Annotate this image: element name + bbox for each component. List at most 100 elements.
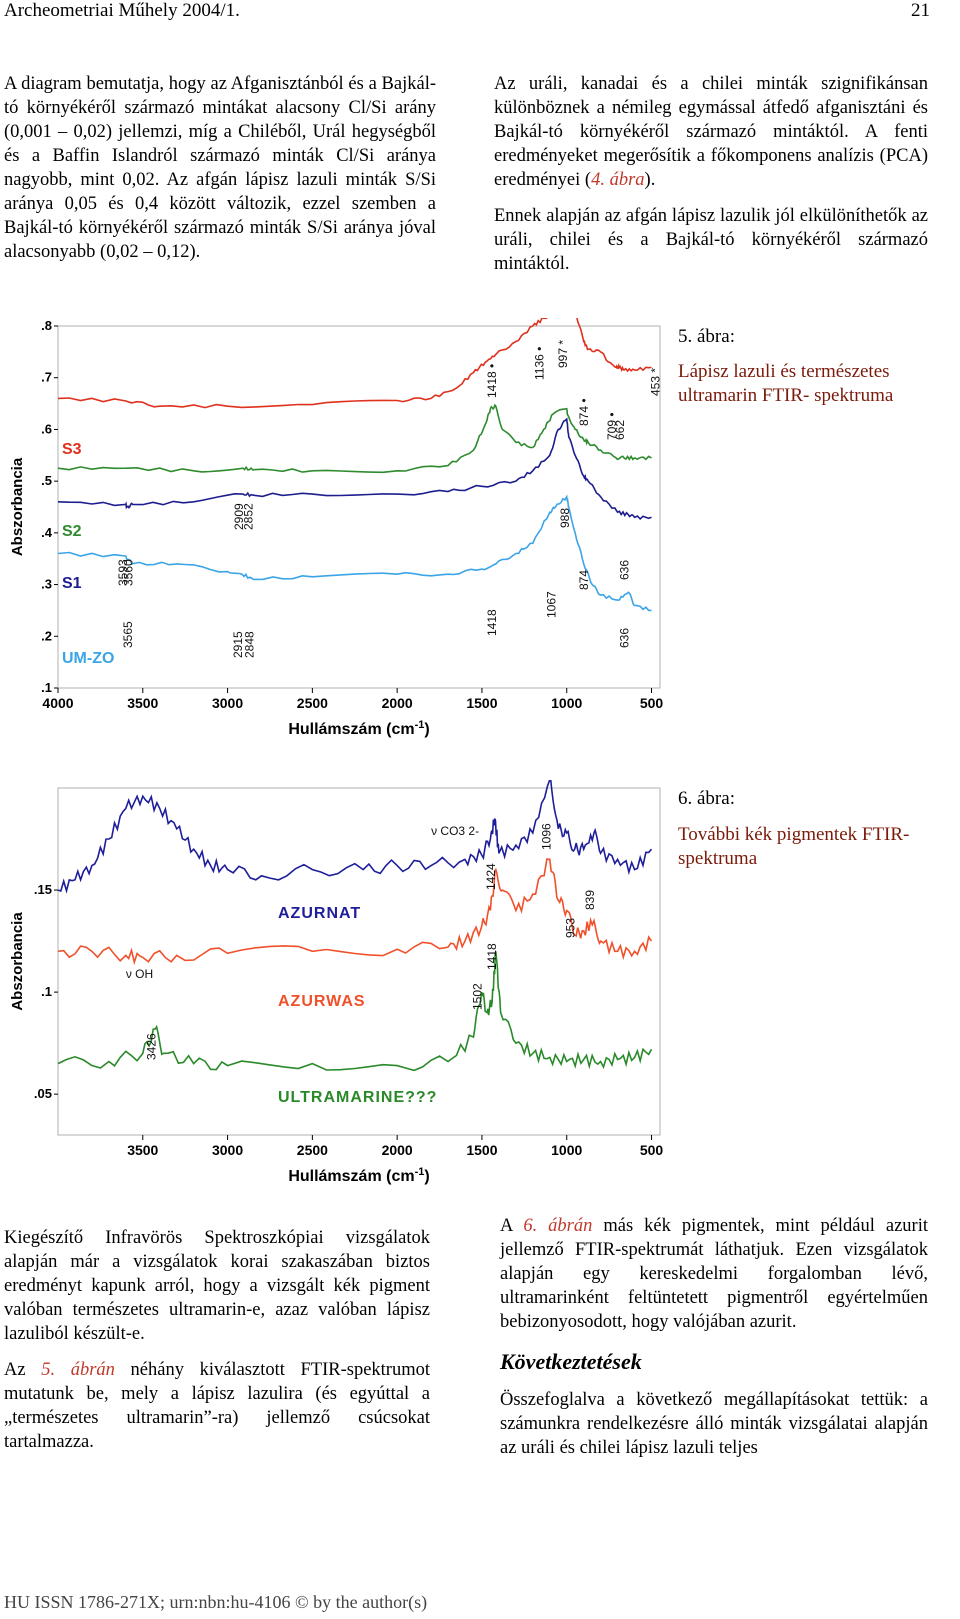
peak-label: ν OH bbox=[126, 967, 153, 981]
y-tick-label: .6 bbox=[41, 421, 52, 436]
bottom-right-text: A 6. ábrán más kék pigmentek, mint példá… bbox=[500, 1214, 928, 1472]
series-label: S2 bbox=[62, 523, 82, 540]
footer-issn: HU ISSN 1786-271X; urn:nbn:hu-4106 © by … bbox=[4, 1592, 428, 1612]
paragraph: Ennek alapján az afgán lápisz lazulik jó… bbox=[494, 206, 928, 274]
y-tick-label: .5 bbox=[41, 473, 52, 488]
series-label: AZURNAT bbox=[278, 905, 361, 922]
peak-label: 3426 bbox=[144, 1033, 158, 1060]
x-axis-label: Hullámszám (cm-1) bbox=[288, 1166, 429, 1185]
text-span: más kék pigmentek, mint például azurit j… bbox=[500, 1216, 928, 1332]
figure-reference[interactable]: 6. ábrán bbox=[523, 1216, 593, 1236]
x-tick-label: 3000 bbox=[212, 1142, 243, 1158]
x-tick-label: 500 bbox=[640, 1142, 664, 1158]
peak-label: 1418 bbox=[485, 609, 499, 636]
x-tick-label: 1500 bbox=[466, 1142, 497, 1158]
figure-reference[interactable]: 4. ábra bbox=[591, 170, 645, 190]
y-tick-label: .1 bbox=[41, 984, 52, 999]
bottom-left-text: Kiegészítő Infravörös Spektroszkópiai vi… bbox=[4, 1226, 430, 1466]
x-tick-label: 4000 bbox=[42, 695, 73, 711]
figure-5-chart: 4000 3500 3000 2500 2000 1500 1000 500 .1 .2 .3 .4.… bbox=[9, 318, 664, 738]
y-tick-label: .4 bbox=[41, 525, 53, 540]
paragraph: Az uráli, kanadai és a chilei minták szi… bbox=[494, 72, 928, 192]
series-line-s1 bbox=[57, 417, 652, 521]
peak-label: 953 bbox=[564, 918, 578, 938]
paragraph: A 6. ábrán más kék pigmentek, mint példá… bbox=[500, 1214, 928, 1334]
series-line-azurnat bbox=[57, 780, 653, 894]
series-label: AZURWAS bbox=[278, 993, 366, 1010]
section-heading: Következtetések bbox=[500, 1349, 642, 1374]
peak-label: 839 bbox=[583, 890, 597, 910]
peak-label: 1502 bbox=[471, 983, 485, 1010]
y-tick-label: .7 bbox=[41, 370, 52, 385]
paragraph: Összefoglalva a következő megállapítások… bbox=[500, 1390, 928, 1458]
y-axis-label: Abszorbancia bbox=[9, 912, 26, 1011]
text-span: ). bbox=[644, 170, 656, 190]
x-axis-label-exponent: -1 bbox=[415, 719, 425, 731]
y-tick-label: .8 bbox=[41, 318, 52, 333]
series-line-azurwas bbox=[57, 858, 653, 966]
figure-reference[interactable]: 5. ábrán bbox=[41, 1360, 115, 1380]
page-number: 21 bbox=[911, 0, 930, 21]
top-left-text: A diagram bemutatja, hogy az Afganisztán… bbox=[4, 72, 436, 276]
paragraph: Kiegészítő Infravörös Spektroszkópiai vi… bbox=[4, 1228, 430, 1344]
x-tick-label: 2500 bbox=[297, 1142, 328, 1158]
journal-header: Archeometriai Műhely 2004/1. bbox=[4, 0, 240, 21]
series-line-ultramarine- bbox=[57, 951, 653, 1072]
series-line-um-zo bbox=[57, 494, 652, 612]
peak-label: 874 bbox=[577, 570, 591, 590]
x-tick-label: 500 bbox=[640, 695, 664, 711]
peak-label: 3565 bbox=[121, 621, 135, 648]
x-tick-label: 3000 bbox=[212, 695, 243, 711]
peak-label: 874 • bbox=[577, 398, 591, 426]
figure-6-chart: 3500 3000 2500 2000 1500 1000 500 .05 .1 .15 Hullá… bbox=[9, 780, 664, 1185]
peak-label: 1136 • bbox=[533, 347, 547, 380]
peak-label: 1418 bbox=[485, 943, 499, 970]
x-axis-label: Hullámszám (cm-1) bbox=[288, 719, 429, 738]
paragraph: A diagram bemutatja, hogy az Afganisztán… bbox=[4, 74, 436, 262]
peak-label: 3560 bbox=[122, 559, 136, 586]
series-line-s3 bbox=[57, 318, 652, 409]
text-span: A bbox=[500, 1216, 524, 1236]
y-tick-label: .1 bbox=[41, 680, 52, 695]
peak-label: 636 bbox=[617, 628, 631, 648]
x-axis-label-close: ) bbox=[424, 1168, 429, 1185]
x-tick-label: 2000 bbox=[382, 695, 413, 711]
peak-label: 662 bbox=[613, 420, 627, 440]
text-span: Az uráli, kanadai és a chilei minták szi… bbox=[494, 74, 928, 190]
paragraph: Az 5. ábrán néhány kiválasztott FTIR-spe… bbox=[4, 1358, 430, 1454]
y-tick-label: .3 bbox=[41, 577, 52, 592]
text-span: Az bbox=[4, 1360, 42, 1380]
y-tick-label: .05 bbox=[34, 1086, 52, 1101]
x-axis-label-close: ) bbox=[424, 721, 429, 738]
peak-label: 1424 bbox=[484, 863, 498, 890]
peak-label: 1418 • bbox=[485, 364, 499, 398]
y-tick-label: .2 bbox=[41, 628, 52, 643]
top-right-text: Az uráli, kanadai és a chilei minták szi… bbox=[494, 72, 928, 288]
peak-label: 3593 bbox=[116, 559, 130, 586]
peak-label: ν CO3 2- bbox=[431, 824, 479, 838]
series-label: ULTRAMARINE??? bbox=[278, 1089, 437, 1106]
figure-6-number: 6. ábra: bbox=[678, 788, 735, 809]
text-span: néhány kiválasztott FTIR-spektrumot muta… bbox=[4, 1360, 430, 1452]
peak-label: 2909 bbox=[232, 503, 246, 530]
peak-label: 1096 bbox=[539, 823, 553, 850]
peak-label: 636 bbox=[617, 560, 631, 580]
series-line-s2 bbox=[57, 403, 652, 474]
series-label: UM-ZO bbox=[62, 650, 114, 667]
peak-label: 997 * bbox=[556, 340, 570, 368]
series-label: S1 bbox=[62, 575, 82, 592]
x-axis-label-exponent: -1 bbox=[415, 1166, 425, 1178]
x-tick-label: 3500 bbox=[127, 695, 158, 711]
plot-frame bbox=[57, 787, 661, 1136]
peak-label: 988 bbox=[558, 508, 572, 528]
x-tick-label: 3500 bbox=[127, 1142, 158, 1158]
plot-frame bbox=[57, 325, 661, 689]
peak-label: 1067 bbox=[544, 591, 558, 618]
figure-5-title: Lápisz lazuli és természetes ultramarin … bbox=[678, 361, 894, 406]
x-tick-label: 1000 bbox=[551, 1142, 582, 1158]
y-axis-label: Abszorbancia bbox=[9, 457, 26, 556]
x-tick-label: 1000 bbox=[551, 695, 582, 711]
x-tick-label: 2500 bbox=[297, 695, 328, 711]
peak-label: 453 * bbox=[648, 368, 662, 396]
series-label: S3 bbox=[62, 441, 82, 458]
